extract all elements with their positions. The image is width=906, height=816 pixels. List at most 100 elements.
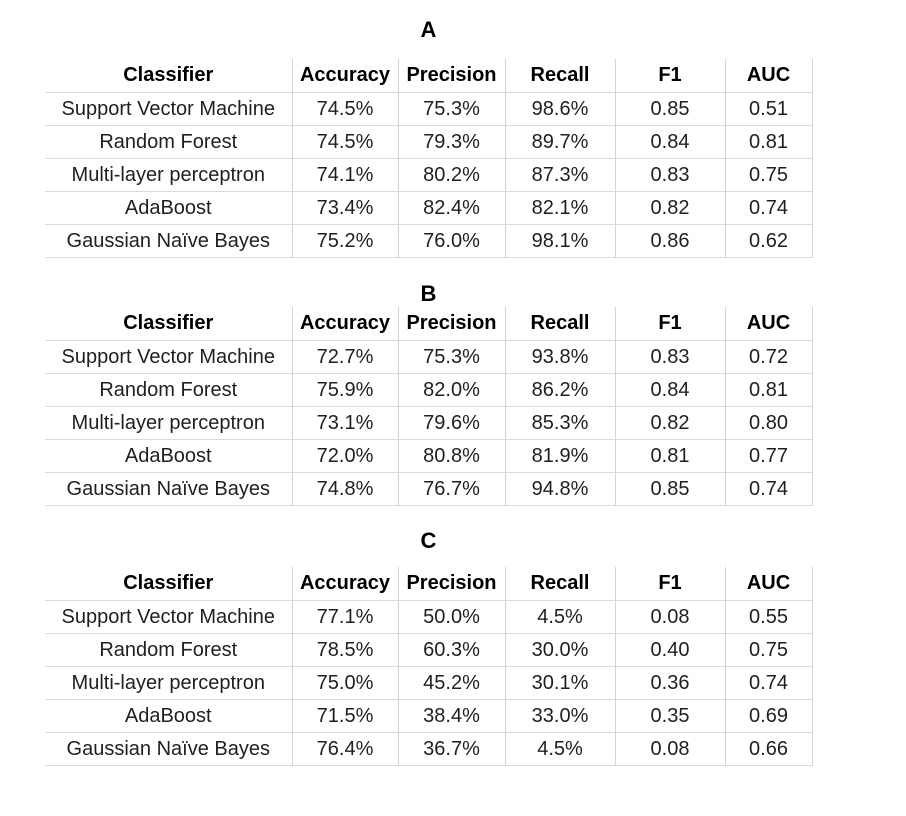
metric-value: 94.8% <box>505 472 616 506</box>
metric-value: 74.5% <box>292 125 399 159</box>
metric-value: 80.2% <box>398 158 506 192</box>
metric-value: 0.55 <box>725 600 813 634</box>
metrics-table-b: Classifier Accuracy Precision Recall F1 AUC S… <box>45 307 813 506</box>
metric-value: 0.69 <box>725 699 813 733</box>
col-header-auc: AUC <box>725 307 813 341</box>
metric-value: 0.81 <box>725 373 813 407</box>
header-row: Classifier Accuracy Precision Recall F1 AUC <box>45 567 813 601</box>
metric-value: 0.74 <box>725 666 813 700</box>
metric-value: 82.4% <box>398 191 506 225</box>
metric-value: 0.82 <box>615 191 726 225</box>
metrics-table-a: Classifier Accuracy Precision Recall F1 AUC S… <box>45 59 813 258</box>
header-row: Classifier Accuracy Precision Recall F1 AUC <box>45 307 813 341</box>
metric-value: 0.51 <box>725 92 813 126</box>
table-row: AdaBoost 71.5% 38.4% 33.0% 0.35 0.69 <box>45 699 813 733</box>
metric-value: 4.5% <box>505 600 616 634</box>
col-header-precision: Precision <box>398 59 506 93</box>
classifier-name: Gaussian Naïve Bayes <box>45 224 293 258</box>
panel-b-label: B <box>420 281 437 306</box>
metric-value: 82.0% <box>398 373 506 407</box>
metric-value: 0.77 <box>725 439 813 473</box>
classifier-name: Random Forest <box>45 125 293 159</box>
classifier-name: Support Vector Machine <box>45 600 293 634</box>
col-header-recall: Recall <box>505 59 616 93</box>
metric-value: 74.1% <box>292 158 399 192</box>
col-header-f1: F1 <box>615 59 726 93</box>
metric-value: 0.84 <box>615 373 726 407</box>
metric-value: 79.3% <box>398 125 506 159</box>
classifier-name: AdaBoost <box>45 191 293 225</box>
classifier-name: AdaBoost <box>45 699 293 733</box>
metric-value: 33.0% <box>505 699 616 733</box>
table-row: Multi-layer perceptron 74.1% 80.2% 87.3% 0.8… <box>45 158 813 192</box>
classifier-name: Random Forest <box>45 633 293 667</box>
metric-value: 0.72 <box>725 340 813 374</box>
col-header-accuracy: Accuracy <box>292 59 399 93</box>
table-row: Gaussian Naïve Bayes 76.4% 36.7% 4.5% 0.08 0.… <box>45 732 813 766</box>
metric-value: 72.0% <box>292 439 399 473</box>
metric-value: 79.6% <box>398 406 506 440</box>
col-header-classifier: Classifier <box>45 567 293 601</box>
table-row: Gaussian Naïve Bayes 74.8% 76.7% 94.8% 0.85 0… <box>45 472 813 506</box>
metric-value: 0.08 <box>615 600 726 634</box>
metric-value: 89.7% <box>505 125 616 159</box>
table-row: Support Vector Machine 72.7% 75.3% 93.8% 0.8… <box>45 340 813 374</box>
metric-value: 0.80 <box>725 406 813 440</box>
metric-value: 0.83 <box>615 340 726 374</box>
metric-value: 80.8% <box>398 439 506 473</box>
metric-value: 0.40 <box>615 633 726 667</box>
metric-value: 0.83 <box>615 158 726 192</box>
col-header-recall: Recall <box>505 567 616 601</box>
table-row: Support Vector Machine 74.5% 75.3% 98.6% 0.8… <box>45 92 813 126</box>
metric-value: 0.75 <box>725 633 813 667</box>
classifier-name: Gaussian Naïve Bayes <box>45 732 293 766</box>
metric-value: 0.62 <box>725 224 813 258</box>
metric-value: 81.9% <box>505 439 616 473</box>
col-header-f1: F1 <box>615 567 726 601</box>
table-row: Random Forest 74.5% 79.3% 89.7% 0.84 0.81 <box>45 125 813 159</box>
metric-value: 38.4% <box>398 699 506 733</box>
table-row: Gaussian Naïve Bayes 75.2% 76.0% 98.1% 0.86 0… <box>45 224 813 258</box>
metric-value: 74.5% <box>292 92 399 126</box>
classifier-name: Support Vector Machine <box>45 340 293 374</box>
classifier-name: Gaussian Naïve Bayes <box>45 472 293 506</box>
metric-value: 75.3% <box>398 340 506 374</box>
metric-value: 0.08 <box>615 732 726 766</box>
metric-value: 71.5% <box>292 699 399 733</box>
metric-value: 0.84 <box>615 125 726 159</box>
panel-c-label: C <box>420 528 437 553</box>
header-row: Classifier Accuracy Precision Recall F1 AUC <box>45 59 813 93</box>
classifier-name: Support Vector Machine <box>45 92 293 126</box>
metric-value: 82.1% <box>505 191 616 225</box>
table-row: Multi-layer perceptron 73.1% 79.6% 85.3% 0.8… <box>45 406 813 440</box>
panel-c: C Classifier Accuracy Precision Recall F1 AUC… <box>45 528 813 766</box>
metric-value: 0.74 <box>725 472 813 506</box>
metric-value: 73.4% <box>292 191 399 225</box>
metric-value: 77.1% <box>292 600 399 634</box>
metric-value: 0.75 <box>725 158 813 192</box>
metric-value: 0.81 <box>615 439 726 473</box>
classifier-name: AdaBoost <box>45 439 293 473</box>
col-header-classifier: Classifier <box>45 307 293 341</box>
col-header-auc: AUC <box>725 567 813 601</box>
col-header-precision: Precision <box>398 567 506 601</box>
metric-value: 0.74 <box>725 191 813 225</box>
metric-value: 50.0% <box>398 600 506 634</box>
metric-value: 36.7% <box>398 732 506 766</box>
metric-value: 76.0% <box>398 224 506 258</box>
metric-value: 76.4% <box>292 732 399 766</box>
table-row: AdaBoost 73.4% 82.4% 82.1% 0.82 0.74 <box>45 191 813 225</box>
metric-value: 85.3% <box>505 406 616 440</box>
col-header-recall: Recall <box>505 307 616 341</box>
table-row: Random Forest 78.5% 60.3% 30.0% 0.40 0.75 <box>45 633 813 667</box>
panel-a-label: A <box>420 17 437 42</box>
metric-value: 73.1% <box>292 406 399 440</box>
classifier-name: Multi-layer perceptron <box>45 158 293 192</box>
metric-value: 75.3% <box>398 92 506 126</box>
classifier-name: Multi-layer perceptron <box>45 666 293 700</box>
metric-value: 0.35 <box>615 699 726 733</box>
metric-value: 30.0% <box>505 633 616 667</box>
metric-value: 93.8% <box>505 340 616 374</box>
metric-value: 75.0% <box>292 666 399 700</box>
